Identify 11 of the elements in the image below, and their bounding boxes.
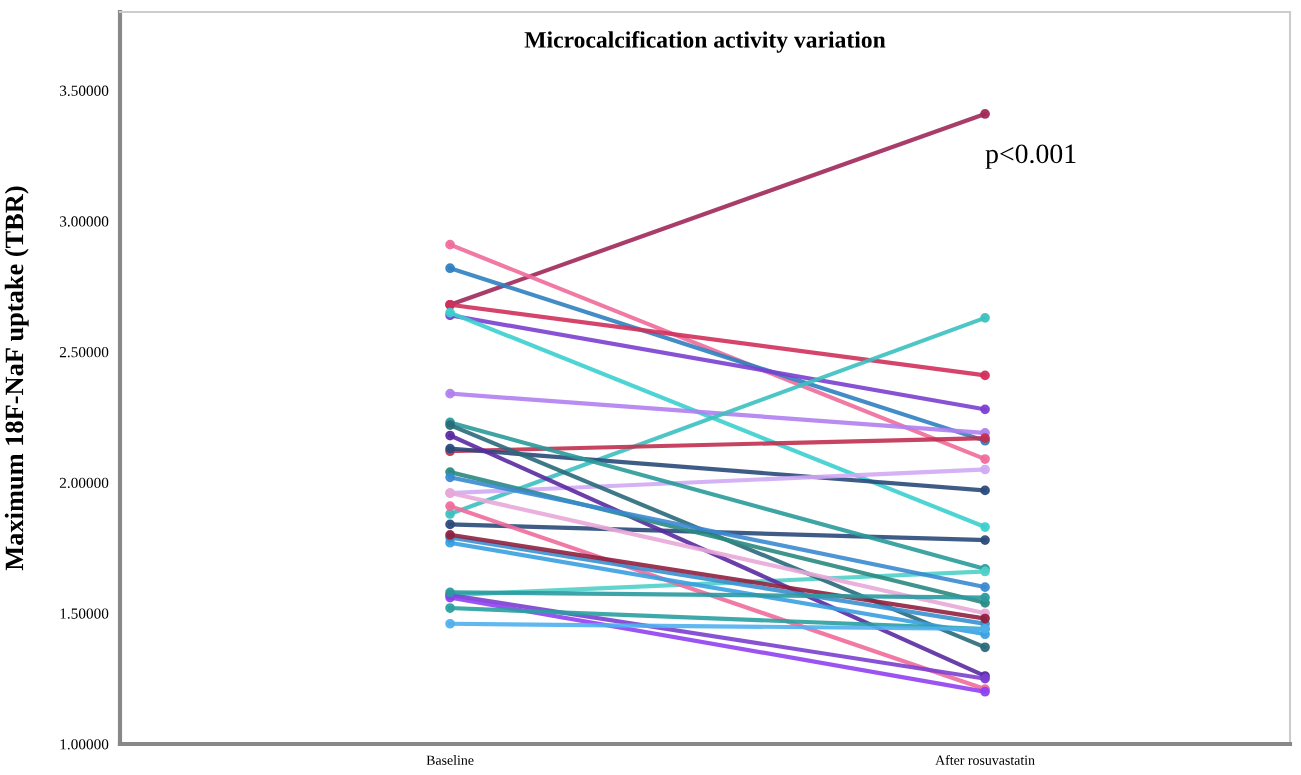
y-axis-title: Maximum 18F-NaF uptake (TBR) [4,186,29,571]
y-tick-label: 3.50000 [59,85,109,96]
x-tick-label: After rosuvastatin [935,754,1035,765]
y-tick-label: 1.00000 [60,739,109,750]
x-tick-label: Baseline [426,755,474,765]
text: Microcalcification activity variation [524,30,886,53]
y-tick-label: 2.00000 [59,477,109,489]
y-tick-label: 3.00000 [59,216,109,227]
y-tick-label: 1.50000 [60,608,109,619]
annotation: p<0.001 [985,144,1076,169]
y-tick-label: 2.50000 [59,347,109,358]
